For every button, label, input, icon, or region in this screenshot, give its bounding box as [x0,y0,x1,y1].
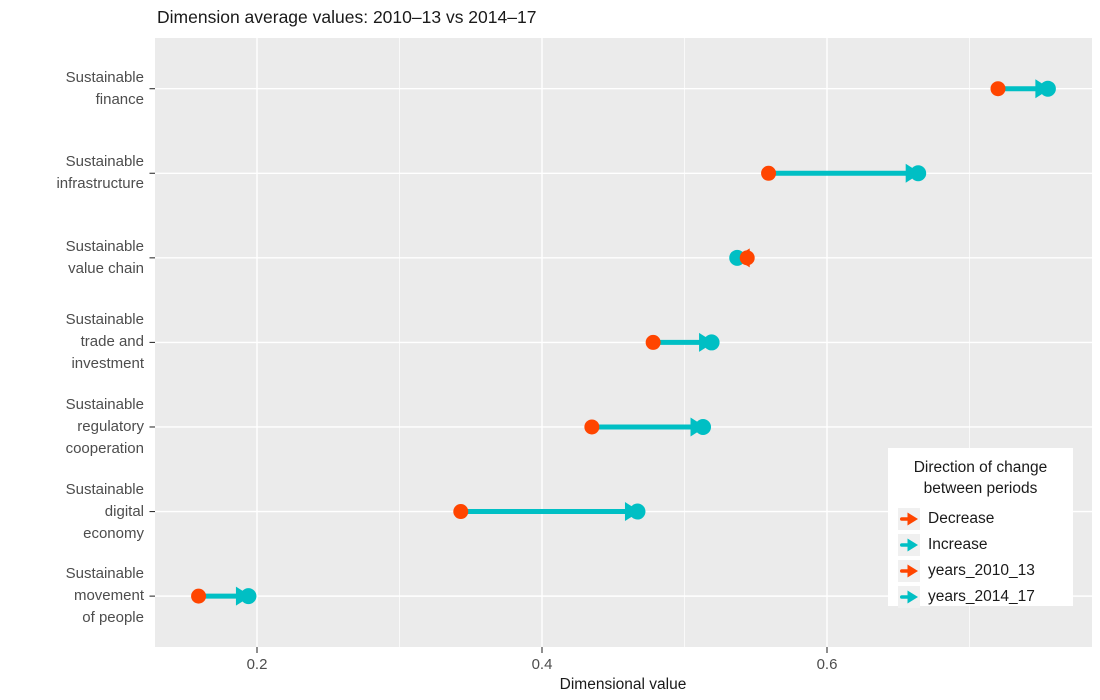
arrow-right-icon [900,564,918,578]
arrow-right-icon [900,538,918,552]
y-axis-label-sustainable-digital-economy: Sustainable digital economy [65,481,144,542]
legend-key [898,586,920,608]
y-axis-label-sustainable-infrastructure: Sustainable infrastructure [56,153,144,192]
y-axis-label-sustainable-movement-of-people: Sustainable movement of people [65,565,144,626]
legend-item-label: years_2010_13 [928,562,1035,579]
legend-item-label: Increase [928,536,988,553]
x-tick-label-0.2: 0.2 [246,656,268,673]
legend-item-decrease: Decrease [898,506,1063,532]
legend-key [898,508,920,530]
legend-key [898,560,920,582]
legend-item-increase: Increase [898,532,1063,558]
y-axis-label-sustainable-finance: Sustainable finance [65,69,144,108]
arrow-right-icon [900,512,918,526]
x-tick-label-0.4: 0.4 [531,656,553,673]
legend-item-years-2010-13: years_2010_13 [898,558,1063,584]
arrow-right-icon [900,590,918,604]
legend-title: Direction of change between periods [913,459,1048,497]
legend-item-label: Decrease [928,510,995,527]
legend-key [898,534,920,556]
chart-title: Dimension average values: 2010–13 vs 201… [157,7,537,27]
x-axis-title: Dimensional value [559,676,687,693]
x-tick-label-0.6: 0.6 [816,656,838,673]
legend: Direction of change between periods Decr… [888,448,1073,608]
legend-item-label: years_2014_17 [928,588,1035,605]
y-axis-label-sustainable-value-chain: Sustainable value chain [65,238,144,277]
y-axis-label-sustainable-trade-and-investment: Sustainable trade and investment [65,311,144,372]
legend-item-years-2014-17: years_2014_17 [898,584,1063,610]
y-axis-label-sustainable-regulatory-cooperation: Sustainable regulatory cooperation [65,396,144,457]
